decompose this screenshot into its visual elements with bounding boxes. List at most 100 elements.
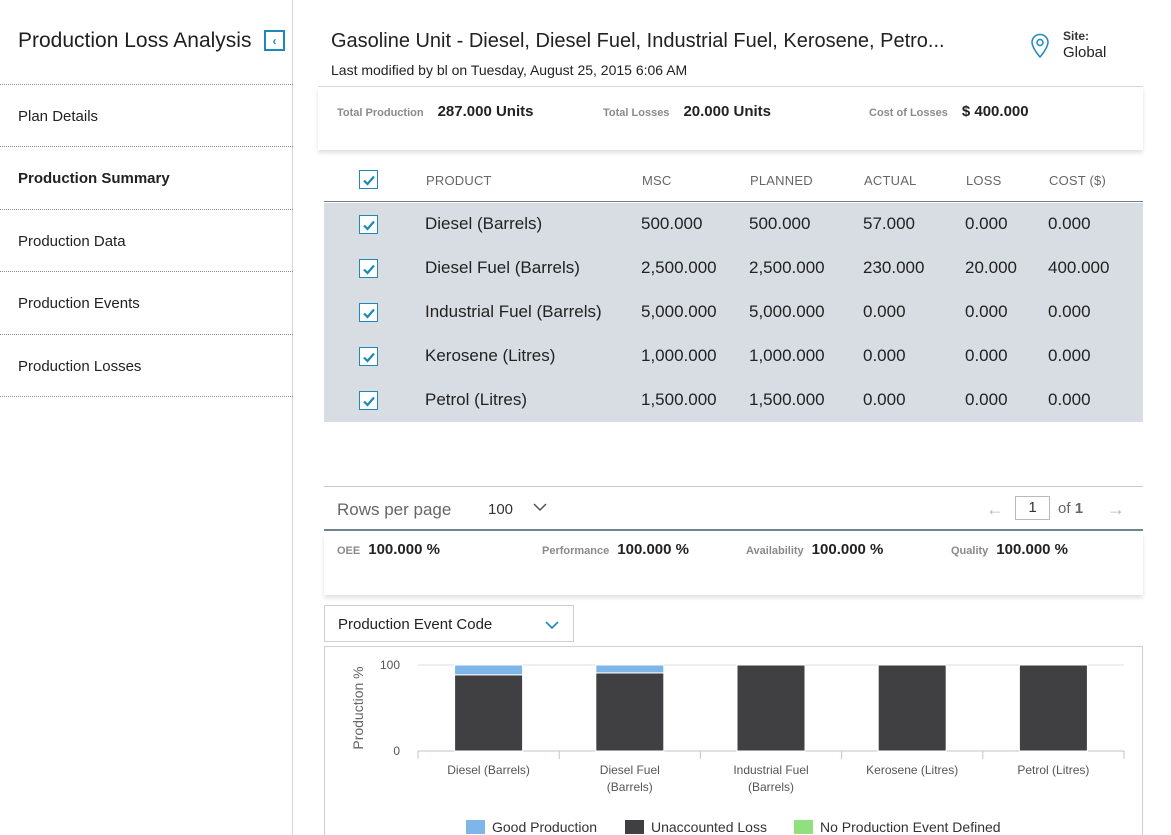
- divider: [0, 271, 293, 272]
- column-header-msc[interactable]: MSC: [642, 173, 672, 188]
- cell-cost: 0.000: [1048, 390, 1091, 409]
- cell-cost: 0.000: [1048, 302, 1091, 321]
- sidebar-item-production-data[interactable]: Production Data: [18, 233, 126, 250]
- site-value: Global: [1063, 44, 1107, 61]
- legend-label: Good Production: [492, 819, 597, 835]
- bar-segment: [595, 672, 665, 752]
- x-tick-label: Diesel Fuel: [600, 763, 660, 777]
- legend-label: No Production Event Defined: [820, 819, 1001, 835]
- legend-swatch: [625, 820, 644, 834]
- chart-grouping-dropdown[interactable]: Production Event Code: [324, 605, 574, 642]
- divider: [0, 146, 293, 147]
- cell-loss: 0.000: [965, 390, 1008, 409]
- cell-cost: 0.000: [1048, 346, 1091, 365]
- chart-container: [324, 646, 1143, 835]
- column-header-cost[interactable]: COST ($): [1049, 173, 1106, 188]
- performance-value: 100.000 %: [617, 541, 689, 558]
- previous-page-arrow-icon[interactable]: ←: [986, 499, 1004, 519]
- cell-actual: 57.000: [863, 214, 915, 233]
- dropdown-selected-value: Production Event Code: [338, 616, 493, 633]
- performance-metric: Performance 100.000 %: [542, 541, 689, 558]
- cell-actual: 230.000: [863, 258, 925, 277]
- cell-msc: 2,500.000: [641, 258, 717, 277]
- table-row[interactable]: Industrial Fuel (Barrels) 5,000.000 5,00…: [324, 291, 1143, 335]
- divider: [0, 84, 293, 85]
- column-header-actual[interactable]: ACTUAL: [864, 173, 917, 188]
- rows-per-page-value[interactable]: 100: [488, 501, 514, 518]
- table-row[interactable]: Kerosene (Litres) 1,000.000 1,000.000 0.…: [324, 335, 1143, 379]
- location-pin-icon: [1031, 33, 1049, 59]
- cell-product: Industrial Fuel (Barrels): [425, 302, 602, 321]
- column-header-loss[interactable]: LOSS: [966, 173, 1002, 188]
- divider: [0, 334, 293, 335]
- column-header-planned[interactable]: PLANNED: [750, 173, 813, 188]
- quality-value: 100.000 %: [996, 541, 1069, 558]
- sidebar: Production Loss Analysis ‹ Plan Details …: [0, 0, 293, 835]
- sidebar-item-plan-details[interactable]: Plan Details: [18, 108, 99, 125]
- table-row[interactable]: Diesel (Barrels) 500.000 500.000 57.000 …: [324, 203, 1143, 247]
- total-production-value: 287.000 Units: [437, 103, 534, 120]
- cell-actual: 0.000: [863, 346, 906, 365]
- cell-cost: 400.000: [1048, 258, 1110, 277]
- row-checkbox[interactable]: [359, 259, 378, 278]
- oee-value: 100.000 %: [368, 541, 440, 558]
- page-number-input[interactable]: 1: [1015, 496, 1050, 520]
- quality-label: Quality: [951, 545, 989, 557]
- total-production-label: Total Production: [337, 107, 424, 119]
- cell-msc: 5,000.000: [641, 302, 717, 321]
- row-checkbox[interactable]: [359, 303, 378, 322]
- cell-product: Petrol (Litres): [425, 390, 528, 409]
- x-tick-label: Diesel (Barrels): [447, 763, 530, 777]
- select-all-checkbox[interactable]: [359, 170, 378, 189]
- oee-card: OEE 100.000 % Performance 100.000 % Avai…: [324, 533, 1143, 595]
- rows-per-page-label: Rows per page: [337, 500, 452, 519]
- divider: [0, 396, 293, 397]
- row-checkbox[interactable]: [359, 347, 378, 366]
- cell-loss: 20.000: [965, 258, 1017, 277]
- total-pages: 1: [1074, 500, 1084, 517]
- bar-segment: [454, 674, 524, 752]
- cell-actual: 0.000: [863, 302, 906, 321]
- cell-loss: 0.000: [965, 302, 1008, 321]
- column-header-product[interactable]: PRODUCT: [426, 173, 492, 188]
- cost-of-losses-value: $ 400.000: [961, 103, 1029, 120]
- x-tick-label: Petrol (Litres): [1017, 763, 1089, 777]
- performance-label: Performance: [542, 545, 610, 557]
- last-modified-text: Last modified by bl on Tuesday, August 2…: [331, 62, 688, 78]
- table-row[interactable]: Diesel Fuel (Barrels) 2,500.000 2,500.00…: [324, 247, 1143, 291]
- chevron-down-icon: [545, 621, 559, 630]
- page-title: Gasoline Unit - Diesel, Diesel Fuel, Ind…: [331, 30, 945, 52]
- collapse-sidebar-button[interactable]: ‹: [264, 30, 285, 51]
- table-row[interactable]: Petrol (Litres) 1,500.000 1,500.000 0.00…: [324, 379, 1143, 423]
- cost-of-losses-metric: Cost of Losses $ 400.000: [869, 103, 1029, 120]
- check-icon: [362, 264, 375, 275]
- sidebar-item-production-events[interactable]: Production Events: [18, 295, 140, 312]
- x-tick-label: (Barrels): [748, 780, 794, 794]
- bar-segment: [736, 664, 806, 752]
- row-checkbox[interactable]: [359, 391, 378, 410]
- page-of-label: of: [1058, 500, 1071, 517]
- pagination-bar: Rows per page 100 ← 1 of 1 →: [324, 486, 1143, 531]
- bar-segment: [595, 664, 665, 674]
- oee-metric: OEE 100.000 %: [337, 541, 440, 558]
- availability-value: 100.000 %: [811, 541, 884, 558]
- cell-planned: 500.000: [749, 214, 811, 233]
- oee-label: OEE: [337, 545, 361, 557]
- page-total: of 1: [1058, 500, 1083, 517]
- check-icon: [362, 352, 375, 363]
- cell-msc: 1,500.000: [641, 390, 717, 409]
- chevron-down-icon[interactable]: [532, 501, 548, 513]
- sidebar-item-production-summary[interactable]: Production Summary: [18, 170, 170, 187]
- total-losses-label: Total Losses: [603, 107, 670, 119]
- cost-of-losses-label: Cost of Losses: [869, 107, 948, 119]
- next-page-arrow-icon[interactable]: →: [1107, 499, 1125, 519]
- sidebar-title: Production Loss Analysis: [18, 29, 252, 52]
- cell-planned: 1,500.000: [749, 390, 825, 409]
- site-label: Site:: [1063, 29, 1090, 43]
- bar-segment: [1018, 664, 1088, 752]
- sidebar-item-production-losses[interactable]: Production Losses: [18, 358, 142, 375]
- bar-segment: [877, 664, 947, 752]
- row-checkbox[interactable]: [359, 215, 378, 234]
- y-tick-label: 0: [393, 744, 400, 758]
